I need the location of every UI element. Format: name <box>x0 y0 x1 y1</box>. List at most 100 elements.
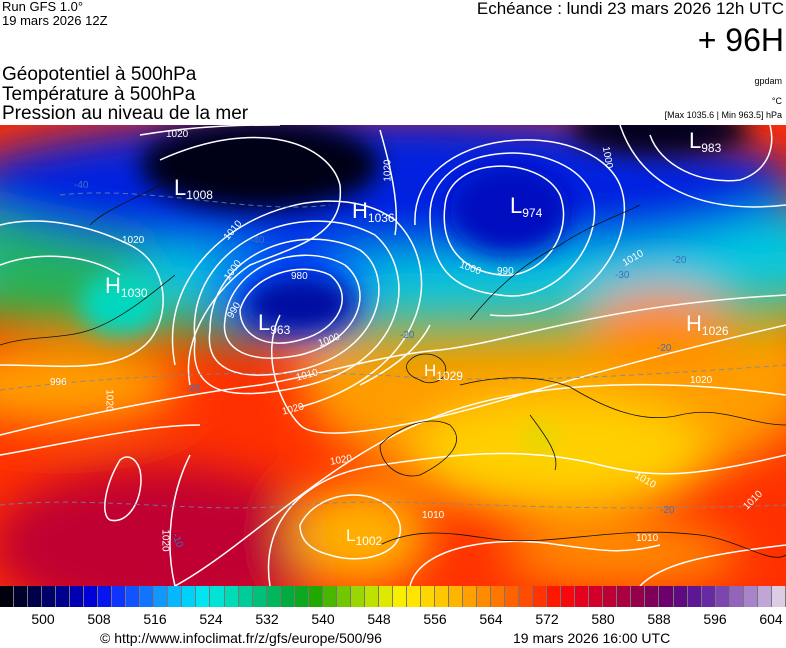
run-label: Run GFS 1.0° <box>2 0 84 14</box>
colorbar-tick-label: 588 <box>647 611 671 627</box>
colorbar-cell <box>308 586 323 607</box>
pressure-center-high: H1029 <box>424 361 463 383</box>
colorbar-cell <box>743 586 758 607</box>
colorbar-cell <box>771 586 786 607</box>
colorbar-cell <box>463 586 478 607</box>
isotherm-label: -30 <box>615 270 630 281</box>
colorbar-cell <box>575 586 590 607</box>
title-pressure: Pression au niveau de la mer <box>2 103 249 124</box>
colorbar-cell <box>757 586 772 607</box>
colorbar-cell <box>28 586 43 607</box>
colorbar-cell <box>364 586 379 607</box>
colorbar-tick-label: 580 <box>591 611 615 627</box>
colorbar-cell <box>0 586 15 607</box>
colorbar-cell <box>701 586 716 607</box>
pressure-center-low: L963 <box>258 310 291 338</box>
colorbar-cell <box>547 586 562 607</box>
colorbar-cell <box>42 586 57 607</box>
colorbar-cell <box>266 586 281 607</box>
colorbar-cell <box>533 586 548 607</box>
pressure-center-low: L1008 <box>174 175 213 203</box>
colorbar-cell <box>631 586 646 607</box>
title-temperature: Température à 500hPa <box>2 84 196 105</box>
pressure-center-high: H1030 <box>105 273 148 301</box>
colorbar-cell <box>336 586 351 607</box>
colorbar-cell <box>519 586 534 607</box>
pressure-center-low: L1002 <box>346 526 383 548</box>
colorbar-cell <box>729 586 744 607</box>
colorbar <box>0 586 786 607</box>
isotherm-label: -20 <box>672 255 687 266</box>
colorbar-cell <box>70 586 85 607</box>
pressure-range: [Max 1035.6 | Min 963.5] hPa <box>664 110 782 120</box>
colorbar-cell <box>224 586 239 607</box>
colorbar-tick-label: 532 <box>255 611 279 627</box>
colorbar-cell <box>392 586 407 607</box>
colorbar-cell <box>112 586 127 607</box>
colorbar-cell <box>505 586 520 607</box>
colorbar-tick-label: 572 <box>535 611 559 627</box>
colorbar-tick-label: 596 <box>703 611 727 627</box>
colorbar-cell <box>350 586 365 607</box>
isobar-label: 996 <box>50 377 67 388</box>
colorbar-cell <box>589 586 604 607</box>
isotherm-label: -20 <box>660 505 675 516</box>
colorbar-cell <box>561 586 576 607</box>
colorbar-cell <box>645 586 660 607</box>
map-field <box>0 125 786 586</box>
colorbar-cell <box>420 586 435 607</box>
source-url[interactable]: © http://www.infoclimat.fr/z/gfs/europe/… <box>100 630 382 646</box>
colorbar-cell <box>196 586 211 607</box>
isobars <box>0 125 786 586</box>
colorbar-cell <box>406 586 421 607</box>
colorbar-cell <box>715 586 730 607</box>
colorbar-cell <box>659 586 674 607</box>
colorbar-tick-label: 524 <box>199 611 223 627</box>
colorbar-tick-label: 500 <box>31 611 55 627</box>
isobar-label: 1020 <box>159 529 171 552</box>
forecast-valid-time: Echéance : lundi 23 mars 2026 12h UTC <box>476 0 784 18</box>
colorbar-tick-label: 556 <box>423 611 447 627</box>
colorbar-cell <box>154 586 169 607</box>
colorbar-tick-label: 508 <box>87 611 111 627</box>
isobar-label: 1020 <box>103 389 115 412</box>
isotherm-label: -40 <box>74 180 89 191</box>
colorbar-tick-label: 516 <box>143 611 167 627</box>
colorbar-cell <box>56 586 71 607</box>
isotherm-label: -20 <box>657 343 672 354</box>
colorbar-cell <box>491 586 506 607</box>
pressure-center-low: L974 <box>510 193 543 221</box>
colorbar-cell <box>126 586 141 607</box>
colorbar-tick-label: 540 <box>311 611 335 627</box>
colorbar-tick-label: 564 <box>479 611 503 627</box>
colorbar-cell <box>603 586 618 607</box>
colorbar-tick-label: 548 <box>367 611 391 627</box>
colorbar-cell <box>322 586 337 607</box>
colorbar-cell <box>673 586 688 607</box>
colorbar-cell <box>210 586 225 607</box>
unit-gpdam: gpdam <box>754 76 782 86</box>
isobar-label: 1020 <box>690 375 713 386</box>
colorbar-cell <box>687 586 702 607</box>
colorbar-cell <box>98 586 113 607</box>
generated-time: 19 mars 2026 16:00 UTC <box>513 630 671 646</box>
colorbar-cell <box>449 586 464 607</box>
colorbar-cell <box>14 586 29 607</box>
isobar-label: 1020 <box>382 159 394 182</box>
colorbar-cell <box>280 586 295 607</box>
colorbar-cell <box>477 586 492 607</box>
isotherm-label: -20 <box>400 330 415 341</box>
coastlines <box>0 174 786 558</box>
isotherm-label: -20 <box>186 383 201 394</box>
colorbar-cell <box>238 586 253 607</box>
isobar-label: 1010 <box>422 510 445 521</box>
unit-celsius: °C <box>771 96 782 106</box>
colorbar-cell <box>252 586 267 607</box>
isobar-label: 990 <box>497 266 514 277</box>
colorbar-cell <box>182 586 197 607</box>
run-date: 19 mars 2026 12Z <box>2 13 108 28</box>
colorbar-cell <box>294 586 309 607</box>
colorbar-cell <box>84 586 99 607</box>
isotherm-label: -40 <box>250 235 265 246</box>
pressure-center-low: L983 <box>689 128 722 156</box>
